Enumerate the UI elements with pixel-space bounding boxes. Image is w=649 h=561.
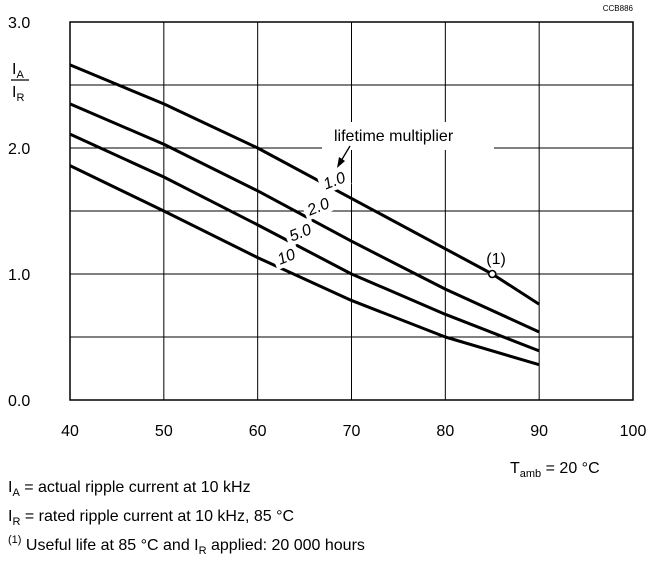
- note-ia: IA = actual ripple current at 10 kHz: [8, 479, 251, 499]
- x-tick-label: 50: [155, 423, 173, 440]
- x-tick-label: 90: [530, 423, 548, 440]
- y-label-numerator: IA: [12, 61, 24, 81]
- ambient-temperature: Tamb = 20 °C: [510, 460, 600, 480]
- curve-label-1-0: 1.0: [321, 169, 348, 193]
- x-tick-label: 80: [436, 423, 454, 440]
- y-axis-label: IA IR: [11, 61, 29, 104]
- figure-code: CCB886: [603, 4, 634, 13]
- legend-title-background: [322, 122, 494, 150]
- series-line-0: [69, 63, 540, 306]
- annotation-marker: [487, 269, 497, 279]
- y-tick-label: 0.0: [8, 393, 30, 410]
- y-tick-labels: 0.0 1.0 2.0 3.0: [8, 15, 30, 410]
- ripple-current-chart: 40 50 60 70 80 90 100 0.0 1.0 2.0 3.0 CCB886 IA I…: [8, 4, 646, 440]
- y-tick-label: 1.0: [8, 267, 30, 284]
- x-tick-labels: 40 50 60 70 80 90 100: [61, 423, 646, 440]
- x-tick-label: 70: [343, 423, 361, 440]
- legend-title: lifetime multiplier: [334, 128, 454, 145]
- grid-lines: [69, 21, 634, 401]
- series-line-2: [69, 132, 540, 353]
- annotation-label: (1): [486, 251, 506, 268]
- series-line-3: [69, 164, 540, 367]
- x-tick-label: 100: [620, 423, 647, 440]
- legend-pointer-arrow: [337, 145, 351, 168]
- y-label-denominator: IR: [12, 84, 24, 104]
- y-tick-label: 2.0: [8, 141, 30, 158]
- note-ir: IR = rated ripple current at 10 kHz, 85 …: [8, 508, 295, 528]
- note-useful-life: (1) Useful life at 85 °C and IR applied:…: [8, 534, 365, 557]
- x-tick-label: 40: [61, 423, 79, 440]
- series-lines: [69, 63, 540, 367]
- footnotes: IA = actual ripple current at 10 kHz IR …: [8, 474, 365, 561]
- series-line-1: [69, 102, 540, 334]
- curve-label-10: 10: [275, 246, 298, 268]
- y-tick-label: 3.0: [8, 15, 30, 32]
- x-tick-label: 60: [249, 423, 267, 440]
- curve-labels: 1.0 2.0 5.0 10: [270, 165, 352, 271]
- plot-frame: [69, 21, 634, 401]
